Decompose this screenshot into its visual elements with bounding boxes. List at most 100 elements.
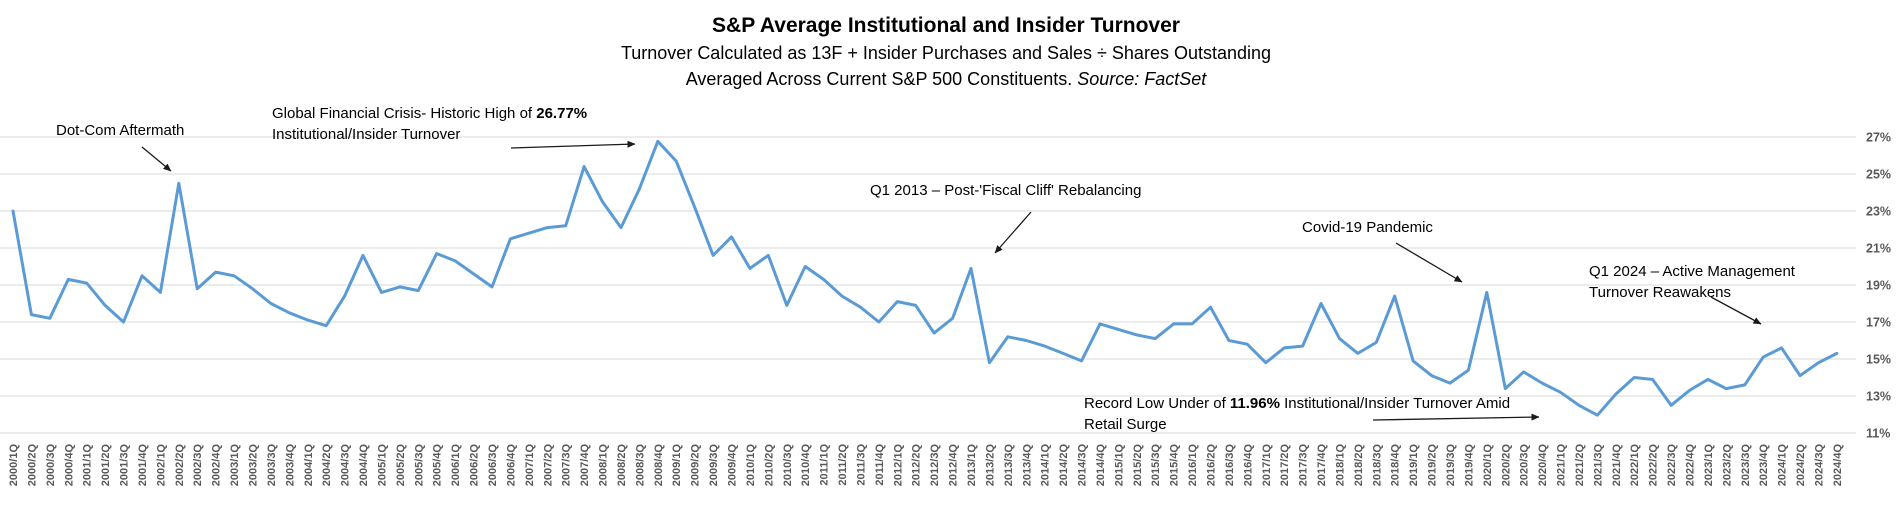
x-axis-tick-label: 2023/1Q <box>1703 444 1715 487</box>
x-axis-tick-label: 2001/3Q <box>119 444 131 487</box>
x-axis-tick-label: 2005/3Q <box>413 444 425 487</box>
x-axis-tick-label: 2000/2Q <box>26 444 38 487</box>
x-axis-tick-label: 2006/1Q <box>450 444 462 487</box>
x-axis-tick-label: 2024/3Q <box>1813 444 1825 487</box>
chart-title: S&P Average Institutional and Insider Tu… <box>712 14 1180 37</box>
annotation-arrow-q1_2024 <box>1710 296 1762 325</box>
x-axis-tick-label: 2015/1Q <box>1113 444 1125 487</box>
y-axis-tick-label: 13% <box>1866 390 1891 404</box>
x-axis-tick-label: 2018/3Q <box>1371 444 1383 487</box>
x-axis-tick-label: 2009/3Q <box>708 444 720 487</box>
x-axis-tick-label: 2023/4Q <box>1758 444 1770 487</box>
x-axis-tick-label: 2006/4Q <box>505 444 517 487</box>
annotation-line-1: Record Low Under of 11.96% Institutional… <box>1084 395 1511 412</box>
x-axis-tick-label: 2003/4Q <box>284 444 296 487</box>
annotation-line-2: Turnover Reawakens <box>1589 284 1732 301</box>
x-axis-labels: 2000/1Q 2000/2Q 2000/3Q 2000/4Q 2001/1Q 2001/… <box>8 444 1844 487</box>
x-axis-tick-label: 2022/1Q <box>1629 444 1641 487</box>
x-axis-tick-label: 2010/2Q <box>763 444 775 487</box>
x-axis-tick-label: 2004/3Q <box>340 444 352 487</box>
annotation-dotcom-aftermath: Dot-Com Aftermath <box>56 120 184 141</box>
x-axis-tick-label: 2015/3Q <box>1150 444 1162 487</box>
x-axis-tick-label: 2005/4Q <box>432 444 444 487</box>
x-axis-tick-label: 2002/1Q <box>155 444 167 487</box>
x-axis-tick-label: 2011/2Q <box>837 444 849 486</box>
y-axis-tick-label: 19% <box>1866 279 1891 293</box>
x-axis-tick-label: 2001/2Q <box>100 444 112 487</box>
annotation-arrow-fiscal_cliff <box>994 211 1032 254</box>
x-axis-tick-label: 2016/1Q <box>1187 444 1199 487</box>
x-axis-tick-label: 2014/3Q <box>1077 444 1089 487</box>
x-axis-tick-label: 2009/4Q <box>726 444 738 487</box>
x-axis-tick-label: 2004/1Q <box>303 444 315 487</box>
x-axis-tick-label: 2019/2Q <box>1427 444 1439 487</box>
x-axis-tick-label: 2013/3Q <box>1003 444 1015 487</box>
x-axis-tick-label: 2008/1Q <box>598 444 610 487</box>
x-axis-tick-label: 2018/4Q <box>1390 444 1402 487</box>
y-axis-tick-label: 27% <box>1866 131 1891 145</box>
annotation-text: Dot-Com Aftermath <box>56 122 185 139</box>
x-axis-tick-label: 2020/4Q <box>1537 444 1549 487</box>
x-axis-tick-label: 2013/2Q <box>984 444 996 487</box>
x-axis-tick-label: 2012/3Q <box>929 444 941 487</box>
x-axis-tick-label: 2000/1Q <box>8 444 20 487</box>
x-axis-tick-label: 2017/2Q <box>1279 444 1291 487</box>
x-axis-tick-label: 2001/1Q <box>82 444 94 487</box>
annotation-line-1: Q1 2024 – Active Management <box>1589 263 1795 280</box>
x-axis-tick-label: 2018/1Q <box>1334 444 1346 487</box>
x-axis-tick-label: 2021/3Q <box>1592 444 1604 487</box>
x-axis-tick-label: 2019/3Q <box>1445 444 1457 487</box>
annotation-arrows <box>141 140 1762 421</box>
annotation-text: Q1 2013 – Post-'Fiscal Cliff' Rebalancin… <box>870 182 1142 199</box>
x-axis-tick-label: 2006/3Q <box>487 444 499 487</box>
x-axis-tick-label: 2022/3Q <box>1666 444 1678 487</box>
annotation-arrow-gfc <box>510 140 636 149</box>
x-axis-tick-label: 2024/4Q <box>1832 444 1844 487</box>
x-axis-tick-label: 2005/1Q <box>376 444 388 487</box>
chart-header: S&P Average Institutional and Insider Tu… <box>0 12 1892 92</box>
x-axis-tick-label: 2012/4Q <box>948 444 960 487</box>
x-axis-tick-label: 2013/4Q <box>1021 444 1033 487</box>
x-axis-tick-label: 2002/3Q <box>192 444 204 487</box>
annotation-global-financial-crisis: Global Financial Crisis- Historic High o… <box>272 103 587 145</box>
annotation-line-2: Institutional/Insider Turnover <box>272 126 461 143</box>
x-axis-tick-label: 2010/3Q <box>782 444 794 487</box>
annotation-covid-pandemic: Covid-19 Pandemic <box>1302 217 1433 238</box>
annotation-fiscal-cliff: Q1 2013 – Post-'Fiscal Cliff' Rebalancin… <box>870 180 1141 201</box>
annotation-line-2: Retail Surge <box>1084 416 1167 433</box>
annotation-arrow-covid <box>1395 242 1463 283</box>
x-axis-tick-label: 2017/1Q <box>1261 444 1273 487</box>
x-axis-tick-label: 2018/2Q <box>1353 444 1365 487</box>
x-axis-tick-label: 2011/4Q <box>874 444 886 486</box>
chart-subtitle-1: Turnover Calculated as 13F + Insider Pur… <box>620 43 1272 63</box>
x-axis-tick-label: 2002/4Q <box>211 444 223 487</box>
y-axis-tick-label: 25% <box>1866 168 1891 182</box>
x-axis-tick-label: 2012/1Q <box>892 444 904 487</box>
x-axis-tick-label: 2016/4Q <box>1242 444 1254 487</box>
x-axis-tick-label: 2001/4Q <box>137 444 149 487</box>
annotation-record-low: Record Low Under of 11.96% Institutional… <box>1084 393 1510 435</box>
x-axis-tick-label: 2006/2Q <box>469 444 481 487</box>
y-axis-tick-label: 11% <box>1866 427 1890 441</box>
x-axis-tick-label: 2003/3Q <box>266 444 278 487</box>
x-axis-tick-label: 2004/2Q <box>321 444 333 487</box>
x-axis-tick-label: 2016/3Q <box>1224 444 1236 487</box>
x-axis-tick-label: 2007/2Q <box>542 444 554 487</box>
x-axis-tick-label: 2008/4Q <box>653 444 665 487</box>
annotation-q1-2024: Q1 2024 – Active Management Turnover Rea… <box>1589 261 1795 303</box>
x-axis-tick-label: 2021/4Q <box>1611 444 1623 487</box>
x-axis-tick-label: 2002/2Q <box>174 444 186 487</box>
x-axis-tick-label: 2024/1Q <box>1777 444 1789 487</box>
annotation-arrow-record_low <box>1372 413 1540 421</box>
x-axis-tick-label: 2000/4Q <box>63 444 75 487</box>
x-axis-tick-label: 2017/3Q <box>1298 444 1310 487</box>
source-credit: Source: FactSet <box>1077 69 1207 89</box>
x-axis-tick-label: 2012/2Q <box>911 444 923 487</box>
annotation-line-1: Global Financial Crisis- Historic High o… <box>272 105 588 122</box>
x-axis-tick-label: 2014/2Q <box>1058 444 1070 487</box>
x-axis-tick-label: 2004/4Q <box>358 444 370 487</box>
x-axis-tick-label: 2003/2Q <box>247 444 259 487</box>
x-axis-tick-label: 2019/4Q <box>1463 444 1475 487</box>
x-axis-tick-label: 2022/2Q <box>1648 444 1660 487</box>
x-axis-tick-label: 2017/4Q <box>1316 444 1328 487</box>
